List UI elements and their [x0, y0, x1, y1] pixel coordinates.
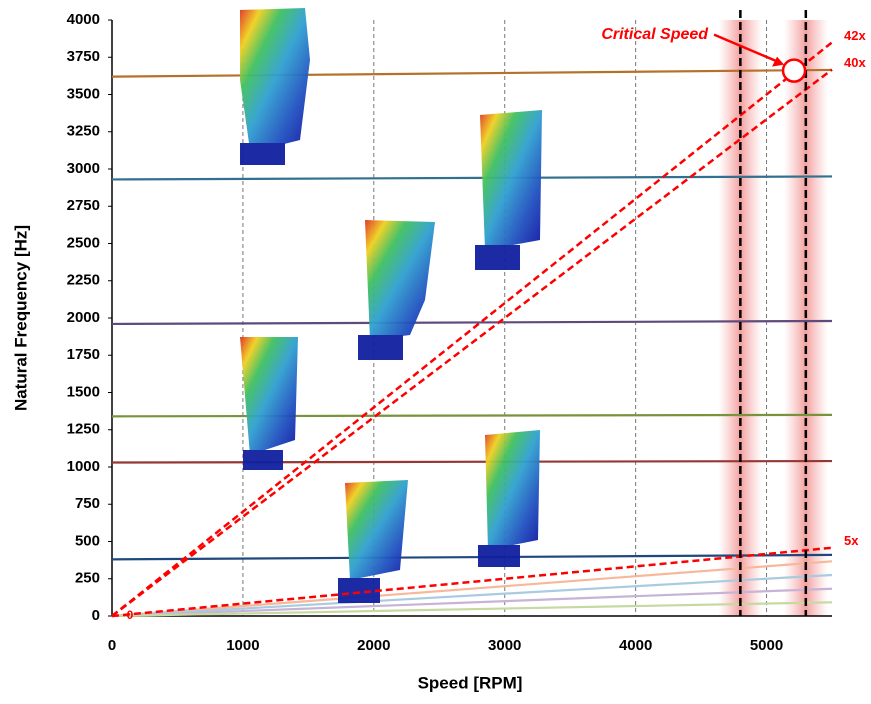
series-label: 42x [844, 28, 866, 43]
y-tick-label: 3000 [67, 160, 100, 177]
critical-point [781, 58, 807, 83]
origin-label: 0 [127, 608, 134, 622]
y-tick-label: 4000 [67, 11, 100, 28]
series-line [111, 413, 833, 418]
annotation-arrow [713, 33, 781, 64]
x-tick-label: 4000 [619, 637, 652, 654]
series-label: 40x [844, 55, 866, 70]
series-line [111, 601, 833, 618]
series-label: 5x [844, 533, 859, 548]
series-line [111, 573, 833, 618]
series-line [111, 587, 833, 618]
x-axis-label: Speed [RPM] [418, 673, 523, 692]
series-line [111, 68, 833, 617]
series-line [111, 68, 833, 78]
y-tick-label: 2750 [67, 197, 100, 214]
series-line [111, 553, 833, 561]
x-tick-label: 5000 [750, 637, 783, 654]
y-tick-label: 3500 [67, 85, 100, 102]
y-tick-label: 2000 [67, 309, 100, 326]
y-tick-label: 0 [92, 607, 100, 624]
series-line [111, 319, 833, 326]
x-tick-label: 0 [108, 637, 116, 654]
y-tick-label: 750 [75, 495, 100, 512]
y-tick-label: 1750 [67, 346, 100, 363]
series-line [111, 175, 833, 181]
y-tick-label: 2250 [67, 272, 100, 289]
arrow-head [772, 56, 785, 67]
series-line [111, 459, 833, 464]
y-tick-label: 1500 [67, 383, 100, 400]
x-tick-label: 1000 [226, 637, 259, 654]
blade-images [240, 8, 542, 603]
x-tick-label: 2000 [357, 637, 390, 654]
y-tick-label: 3750 [67, 48, 100, 65]
y-tick-label: 1000 [67, 458, 100, 475]
critical-label: Critical Speed [601, 26, 709, 43]
y-axis-label: Natural Frequency [Hz] [11, 225, 30, 411]
series-line [111, 560, 833, 618]
x-tick-label: 3000 [488, 637, 521, 654]
y-tick-label: 3250 [67, 123, 100, 140]
y-tick-label: 250 [75, 570, 100, 587]
y-tick-label: 500 [75, 532, 100, 549]
y-tick-label: 2500 [67, 234, 100, 251]
y-tick-label: 1250 [67, 421, 100, 438]
